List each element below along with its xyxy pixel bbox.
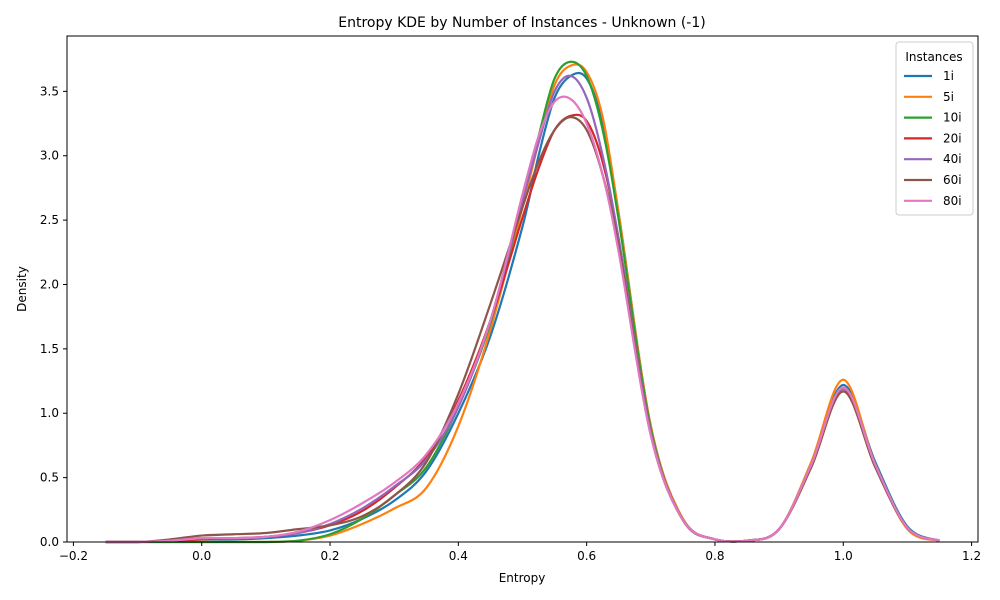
legend-label-10i: 10i (943, 111, 962, 125)
x-tick-label: 1.2 (962, 549, 981, 563)
y-tick-label: 3.0 (40, 149, 59, 163)
x-axis-ticks: −0.2 0.0 0.2 0.4 0.6 0.8 1.0 1.2 (59, 542, 981, 563)
y-tick-label: 1.0 (40, 406, 59, 420)
x-tick-label: 0.6 (577, 549, 596, 563)
y-tick-label: 1.5 (40, 342, 59, 356)
series-line-60i (105, 116, 940, 544)
x-tick-label: 0.8 (705, 549, 724, 563)
x-tick-label: 1.0 (834, 549, 853, 563)
series-line-80i (105, 95, 940, 544)
series-line-10i (105, 60, 940, 544)
legend-label-20i: 20i (943, 131, 962, 145)
legend-items: 1i 5i 10i 20i 40i 60i 80i (904, 69, 962, 208)
legend-label-5i: 5i (943, 90, 954, 104)
legend-label-80i: 80i (943, 194, 962, 208)
legend: Instances 1i 5i 10i 20i 40i 60i 80i (895, 41, 974, 216)
series-line-5i (105, 63, 940, 544)
x-axis-label: Entropy (499, 571, 546, 585)
legend-label-40i: 40i (943, 152, 962, 166)
x-tick-label: 0.4 (449, 549, 468, 563)
y-tick-label: 3.5 (40, 84, 59, 98)
y-tick-label: 0.5 (40, 471, 59, 485)
y-axis-label: Density (15, 266, 29, 312)
y-tick-label: 2.0 (40, 277, 59, 291)
y-axis-ticks: 0.0 0.5 1.0 1.5 2.0 2.5 3.0 3.5 (40, 84, 67, 549)
legend-label-60i: 60i (943, 173, 962, 187)
legend-title: Instances (905, 50, 962, 64)
series-line-20i (105, 113, 940, 544)
series-line-1i (105, 71, 940, 544)
y-tick-label: 0.0 (40, 535, 59, 549)
x-tick-label: −0.2 (59, 549, 88, 563)
series-lines (105, 60, 940, 544)
plot-frame (66, 35, 979, 543)
x-tick-label: 0.0 (192, 549, 211, 563)
series-line-40i (105, 74, 940, 544)
legend-label-1i: 1i (943, 69, 954, 83)
axes (66, 35, 979, 543)
y-tick-label: 2.5 (40, 213, 59, 227)
x-tick-label: 0.2 (320, 549, 339, 563)
legend-box (895, 41, 974, 216)
chart-title: Entropy KDE by Number of Instances - Unk… (338, 15, 705, 31)
